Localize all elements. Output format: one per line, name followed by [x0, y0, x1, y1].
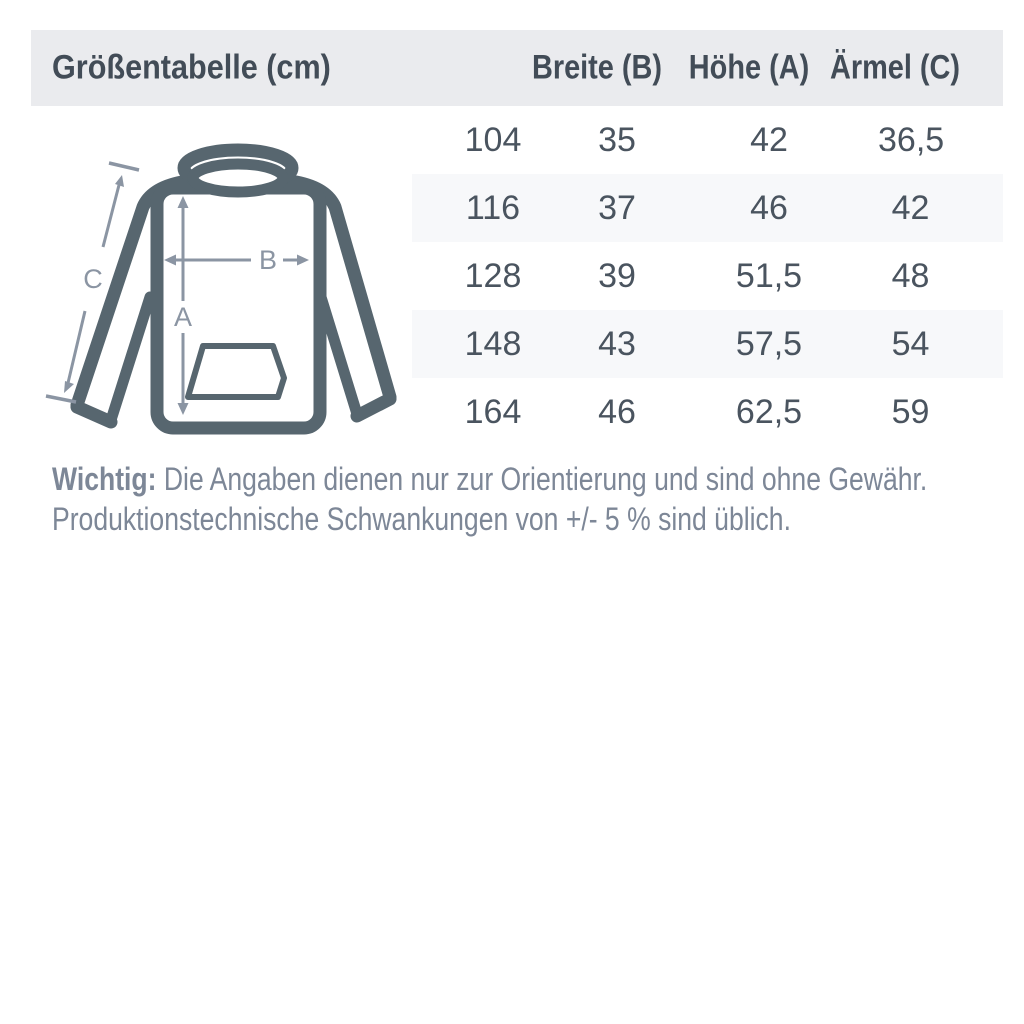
size-table: 104 35 42 36,5 116 37 46 42 128 39 51,5 … [412, 106, 1003, 446]
column-header-hoehe: Höhe (A) [688, 48, 810, 87]
hood-inner-ring [187, 158, 289, 198]
cell-size: 116 [465, 188, 521, 227]
cell-hoehe: 42 [750, 120, 788, 159]
kangaroo-pocket [185, 343, 287, 400]
cell-size: 128 [464, 256, 522, 295]
cell-hoehe: 51,5 [735, 256, 803, 295]
table-row: 148 43 57,5 54 [412, 310, 1003, 378]
width-arrow-head-right [297, 254, 309, 266]
disclaimer-note: Wichtig: Die Angaben dienen nur zur Orie… [52, 459, 927, 539]
table-row: 164 46 62,5 59 [412, 378, 1003, 446]
cell-aermel: 54 [891, 324, 930, 363]
cell-hoehe: 62,5 [735, 392, 803, 431]
hoodie-measurement-diagram: A B C [45, 143, 397, 435]
left-sleeve-cuff [70, 400, 118, 429]
width-arrow-head-left [164, 254, 176, 266]
left-sleeve-inner-edge [105, 291, 156, 426]
sleeve-arrow-line [66, 184, 121, 384]
label-height-a: A [174, 302, 192, 332]
page-title: Größentabelle (cm) [52, 48, 331, 87]
right-sleeve-cuff [350, 392, 397, 423]
cell-size: 104 [464, 120, 522, 159]
measurement-labels: A B C [83, 245, 277, 332]
cell-breite: 46 [598, 392, 636, 431]
height-arrow-head-top [177, 196, 189, 208]
label-width-b: B [259, 245, 277, 275]
cell-breite: 37 [598, 188, 636, 227]
cell-size: 148 [464, 324, 522, 363]
cell-aermel: 42 [891, 188, 930, 227]
cell-aermel: 59 [891, 392, 930, 431]
cell-aermel: 36,5 [878, 120, 945, 159]
cell-hoehe: 57,5 [735, 324, 803, 363]
column-header-aermel: Ärmel (C) [829, 48, 961, 87]
sleeve-arrow-end-ticks [45, 161, 140, 404]
disclaimer-line-2: Produktionstechnische Schwankungen von +… [52, 501, 791, 537]
table-header-bar: Größentabelle (cm) Breite (B) Höhe (A) Ä… [31, 30, 1003, 106]
table-row: 104 35 42 36,5 [412, 106, 1003, 174]
table-row: 116 37 46 42 [412, 174, 1003, 242]
height-arrow-head-bottom [177, 403, 189, 415]
column-header-breite: Breite (B) [531, 48, 663, 87]
cell-breite: 35 [598, 120, 636, 159]
cell-hoehe: 46 [750, 188, 788, 227]
sleeve-arrow-head-bottom [64, 381, 74, 393]
measurement-arrows [45, 161, 300, 406]
table-row: 128 39 51,5 48 [412, 242, 1003, 310]
disclaimer-line-1-text: Die Angaben dienen nur zur Orientierung … [163, 461, 928, 497]
cell-breite: 43 [598, 324, 636, 363]
right-sleeve-inner-edge [315, 291, 363, 420]
disclaimer-bold-prefix: Wichtig: [52, 461, 157, 497]
cell-aermel: 48 [891, 256, 930, 295]
disclaimer-line-1: Wichtig: Die Angaben dienen nur zur Orie… [52, 459, 927, 499]
arrowheads [64, 175, 309, 415]
cell-breite: 39 [598, 256, 636, 295]
sleeve-arrow-head-top [115, 175, 124, 187]
label-sleeve-c: C [83, 264, 103, 294]
cell-size: 164 [464, 392, 522, 431]
